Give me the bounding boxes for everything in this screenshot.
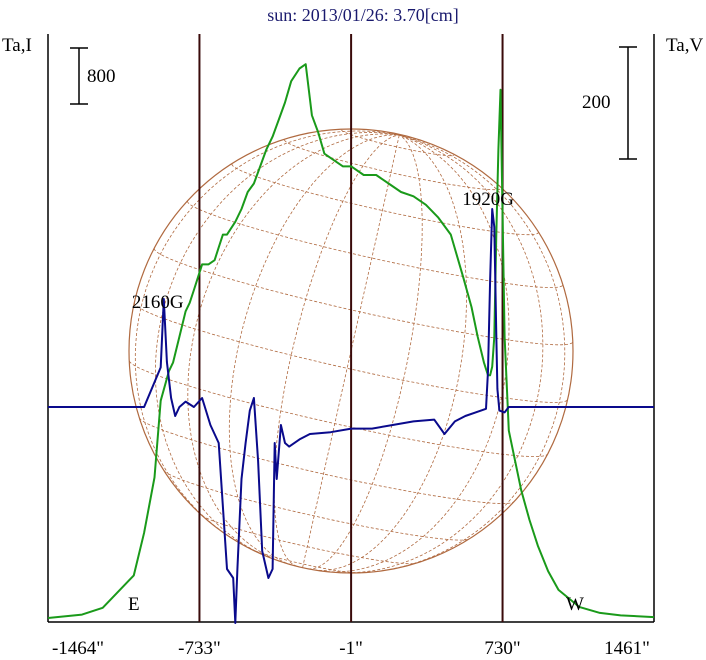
longitude-line — [187, 133, 400, 562]
x-tick-labels: -1464" -733" -1" 730" 1461" — [52, 638, 650, 659]
longitude-line — [302, 134, 400, 568]
scale-bar-right-label: 200 — [582, 92, 611, 113]
x-tick-label: 1461" — [604, 638, 650, 659]
latitude-line — [163, 470, 470, 541]
longitude-line — [273, 134, 400, 567]
latitude-line — [341, 129, 455, 157]
series-layer — [47, 63, 655, 624]
x-tick-label: -733" — [178, 638, 221, 659]
longitude-line — [313, 134, 467, 571]
y-label-left: Ta,I — [2, 35, 32, 56]
annotation-label: 1920G — [462, 189, 514, 210]
y-label-right: Ta,V — [666, 35, 703, 56]
x-tick-label: -1464" — [52, 638, 104, 659]
annotation-label: 2160G — [132, 292, 184, 313]
chart-title: sun: 2013/01/26: 3.70[cm] — [267, 5, 459, 25]
series-line-ta-v — [48, 208, 654, 624]
east-limb-label: E — [128, 594, 140, 615]
scale-bars: 800 200 — [70, 46, 637, 160]
longitude-line — [134, 130, 400, 544]
longitude-line — [342, 134, 544, 574]
longitude-line — [369, 134, 566, 573]
series-line-ta-i — [47, 63, 655, 619]
longitude-line — [326, 134, 510, 573]
x-tick-label: -1" — [339, 638, 363, 659]
scale-bar-left-label: 800 — [87, 66, 116, 87]
west-limb-label: W — [566, 594, 584, 615]
longitude-line — [154, 132, 400, 556]
longitude-line — [228, 134, 400, 566]
latitude-line — [138, 417, 515, 504]
annotations: 2160G 1920G — [132, 189, 514, 313]
limb-labels: E W — [128, 594, 584, 615]
x-tick-label: 730" — [484, 638, 520, 659]
longitude-line — [308, 134, 423, 570]
scale-bar-right: 200 — [582, 46, 637, 160]
vertical-lines — [198, 34, 504, 622]
scale-bar-left: 800 — [70, 47, 116, 105]
